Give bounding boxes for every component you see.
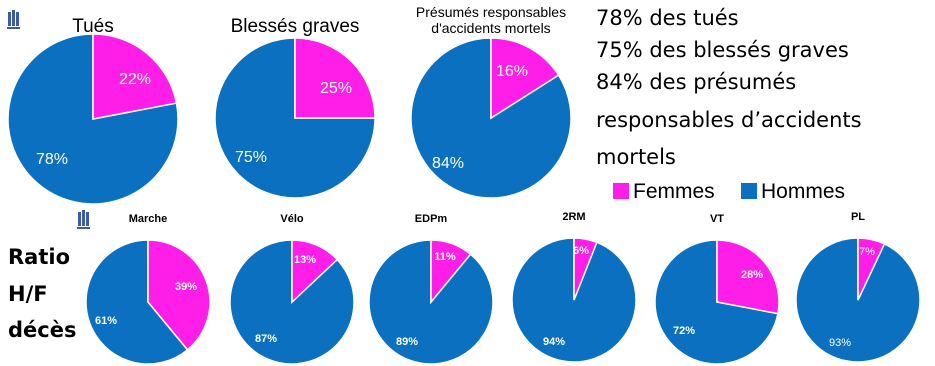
pie-chart: 39% 61% Marche <box>85 213 211 365</box>
pie-slice-femmes <box>294 37 376 119</box>
chart-title: Blessés graves <box>231 16 360 37</box>
tower-building-icon <box>77 210 90 229</box>
pie-chart: 28% 72% VT <box>654 213 780 365</box>
summary-line: 84% des présumés <box>596 70 796 94</box>
ratio-label-line: décès <box>8 318 76 342</box>
slice-label-hommes: 78% <box>36 151 68 168</box>
pie-chart: 6% 94% 2RM <box>511 211 637 363</box>
chart-title: 2RM <box>562 211 585 223</box>
pie-slice-femmes <box>857 237 886 301</box>
legend-swatch-femmes <box>613 183 629 199</box>
pie-chart: 22% 78% Tués <box>7 16 179 205</box>
slice-label-hommes: 87% <box>255 333 277 345</box>
legend-label-hommes: Hommes <box>761 180 845 203</box>
chart-title: Vélo <box>280 213 304 225</box>
summary-line: 78% des tués <box>596 6 739 30</box>
slice-label-femmes: 7% <box>859 246 875 258</box>
legend-label-femmes: Femmes <box>633 180 715 203</box>
legend: Femmes Hommes <box>613 180 845 203</box>
pie-slice-femmes <box>573 237 598 301</box>
slice-label-femmes: 6% <box>573 245 589 257</box>
ratio-label-line: Ratio <box>8 245 70 269</box>
slice-label-hommes: 75% <box>235 149 267 166</box>
pie-slice-femmes <box>490 37 560 120</box>
slice-label-femmes: 39% <box>175 281 197 293</box>
slice-label-femmes: 16% <box>496 63 528 80</box>
slice-label-femmes: 13% <box>294 254 316 266</box>
pie-chart: 25% 75% Blessés graves <box>214 16 376 199</box>
slice-label-hommes: 93% <box>829 337 851 349</box>
pie-slice-femmes <box>716 239 780 315</box>
pie-chart: 13% 87% Vélo <box>229 213 355 365</box>
chart-title: Présumés responsables <box>416 4 566 20</box>
tower-building-icon <box>7 10 20 29</box>
slice-label-femmes: 25% <box>320 80 352 97</box>
pie-slice-femmes <box>430 239 472 305</box>
pie-slice-hommes <box>7 33 179 205</box>
pie-slice-hommes <box>85 239 189 365</box>
chart-title: d'accidents mortels <box>431 20 550 36</box>
legend-swatch-hommes <box>741 183 757 199</box>
slice-label-hommes: 84% <box>432 155 464 172</box>
pie-slice-femmes <box>92 33 178 120</box>
slice-label-hommes: 72% <box>673 325 695 337</box>
summary-line: 75% des blessés graves <box>596 38 849 62</box>
slice-label-femmes: 11% <box>434 251 456 263</box>
pie-chart: 11% 89% EDPm <box>368 213 494 365</box>
ratio-label-line: H/F <box>8 282 48 306</box>
chart-title: EDPm <box>415 213 448 225</box>
chart-title: PL <box>851 211 865 223</box>
slice-label-hommes: 61% <box>95 315 117 327</box>
slice-label-hommes: 94% <box>543 336 565 348</box>
chart-title: Marche <box>129 213 168 225</box>
pie-slice-femmes <box>291 239 339 304</box>
slice-label-femmes: 28% <box>741 269 763 281</box>
chart-title: Tués <box>72 16 114 37</box>
summary-line: mortels <box>596 145 676 169</box>
summary-line: responsables d’accidents <box>596 108 862 132</box>
slice-label-hommes: 89% <box>396 336 418 348</box>
slice-label-femmes: 22% <box>119 71 151 88</box>
pie-slice-femmes <box>147 239 211 351</box>
pie-chart: 7% 93% PL <box>795 211 921 363</box>
chart-title: VT <box>710 213 724 225</box>
